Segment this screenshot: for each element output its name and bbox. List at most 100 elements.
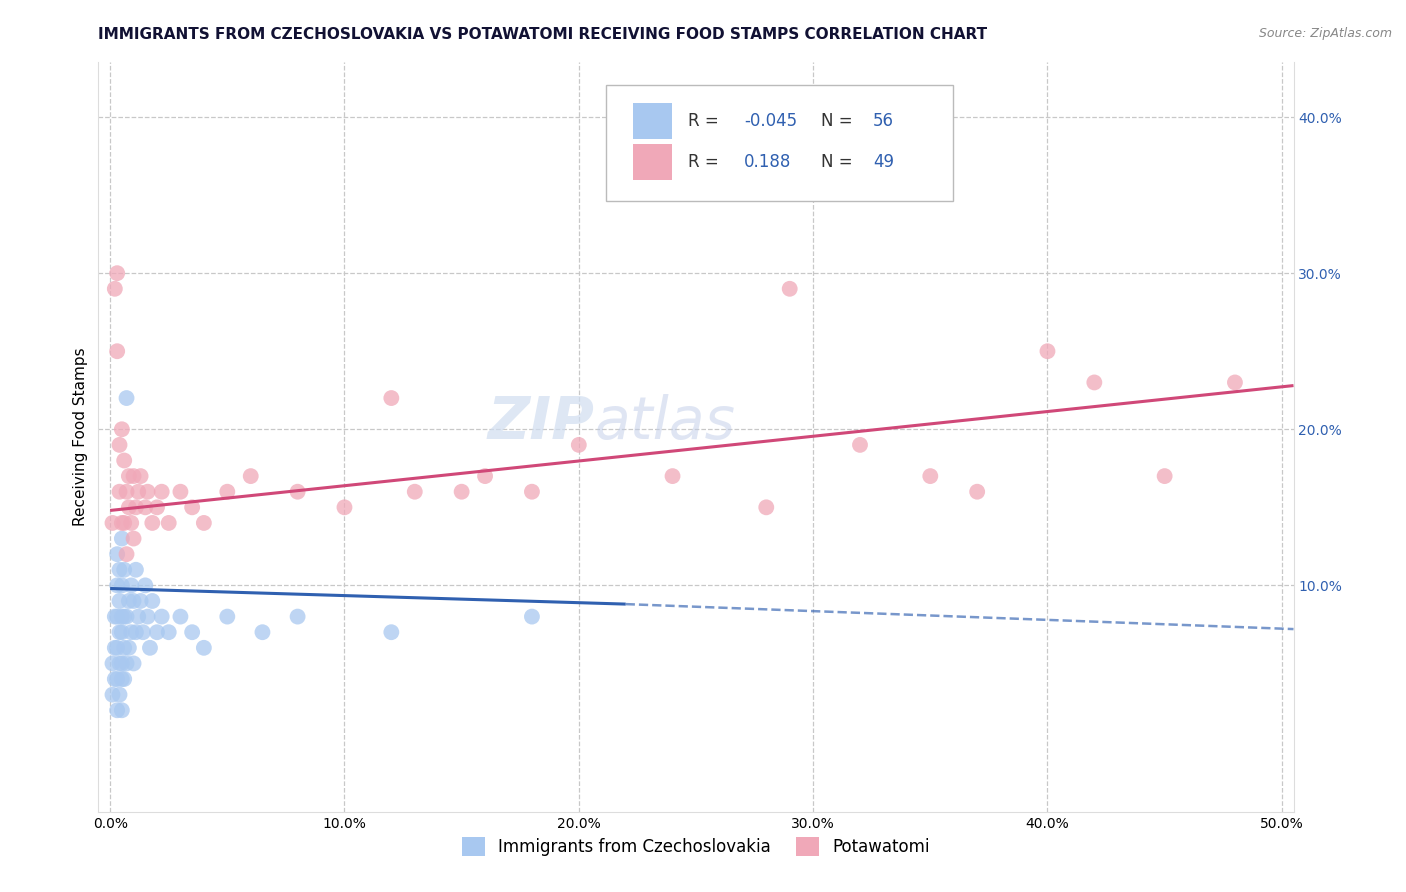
Point bbox=[115, 609, 138, 624]
Point bbox=[127, 484, 149, 499]
Point bbox=[111, 516, 134, 530]
Point bbox=[108, 657, 131, 671]
Point bbox=[108, 438, 131, 452]
Point bbox=[169, 484, 191, 499]
Text: 56: 56 bbox=[873, 112, 894, 130]
Point bbox=[104, 672, 127, 686]
Point bbox=[112, 672, 135, 686]
Point bbox=[779, 282, 801, 296]
Point bbox=[108, 625, 131, 640]
Point bbox=[129, 469, 152, 483]
Point bbox=[404, 484, 426, 499]
Point bbox=[134, 578, 156, 592]
Point bbox=[169, 609, 191, 624]
Point bbox=[333, 500, 356, 515]
Point bbox=[217, 484, 239, 499]
Point bbox=[157, 516, 180, 530]
Text: IMMIGRANTS FROM CZECHOSLOVAKIA VS POTAWATOMI RECEIVING FOOD STAMPS CORRELATION C: IMMIGRANTS FROM CZECHOSLOVAKIA VS POTAWA… bbox=[98, 27, 987, 42]
Point bbox=[568, 438, 591, 452]
Point bbox=[101, 688, 124, 702]
Point bbox=[127, 609, 149, 624]
Point bbox=[105, 344, 128, 359]
Point bbox=[1083, 376, 1105, 390]
Text: Source: ZipAtlas.com: Source: ZipAtlas.com bbox=[1258, 27, 1392, 40]
Point bbox=[108, 563, 131, 577]
Point bbox=[181, 500, 204, 515]
Point bbox=[105, 547, 128, 561]
Point bbox=[136, 484, 159, 499]
Point bbox=[134, 500, 156, 515]
Point bbox=[108, 688, 131, 702]
Point bbox=[111, 532, 134, 546]
Text: ZIP: ZIP bbox=[488, 393, 595, 450]
Text: 49: 49 bbox=[873, 153, 894, 171]
Point bbox=[474, 469, 496, 483]
Point bbox=[108, 594, 131, 608]
Point bbox=[136, 609, 159, 624]
Point bbox=[105, 609, 128, 624]
Point bbox=[132, 625, 155, 640]
Text: N =: N = bbox=[821, 153, 858, 171]
Point bbox=[122, 532, 145, 546]
Point bbox=[105, 640, 128, 655]
FancyBboxPatch shape bbox=[633, 145, 672, 180]
Point bbox=[141, 516, 163, 530]
Point bbox=[104, 282, 127, 296]
Point bbox=[115, 657, 138, 671]
Point bbox=[150, 484, 173, 499]
Point bbox=[101, 657, 124, 671]
Point bbox=[122, 594, 145, 608]
Point bbox=[101, 516, 124, 530]
Point bbox=[849, 438, 872, 452]
Point bbox=[146, 625, 169, 640]
Text: R =: R = bbox=[688, 153, 724, 171]
Point bbox=[111, 578, 134, 592]
Point bbox=[217, 609, 239, 624]
Point bbox=[520, 609, 543, 624]
Point bbox=[122, 469, 145, 483]
Point bbox=[966, 484, 988, 499]
FancyBboxPatch shape bbox=[606, 85, 953, 201]
Point bbox=[920, 469, 942, 483]
Point bbox=[105, 703, 128, 717]
Point bbox=[252, 625, 274, 640]
Point bbox=[111, 703, 134, 717]
Point bbox=[112, 516, 135, 530]
Point bbox=[104, 640, 127, 655]
Point bbox=[150, 609, 173, 624]
Point bbox=[1223, 376, 1246, 390]
Point bbox=[105, 578, 128, 592]
Point bbox=[115, 391, 138, 405]
Point bbox=[115, 547, 138, 561]
Point bbox=[118, 500, 141, 515]
Point bbox=[380, 625, 402, 640]
Point bbox=[111, 625, 134, 640]
Point bbox=[118, 469, 141, 483]
FancyBboxPatch shape bbox=[633, 103, 672, 139]
Point bbox=[125, 563, 148, 577]
Point bbox=[193, 640, 215, 655]
Point bbox=[120, 516, 142, 530]
Point bbox=[120, 578, 142, 592]
Text: atlas: atlas bbox=[595, 393, 735, 450]
Point bbox=[104, 609, 127, 624]
Y-axis label: Receiving Food Stamps: Receiving Food Stamps bbox=[73, 348, 89, 526]
Point bbox=[125, 625, 148, 640]
Point bbox=[118, 640, 141, 655]
Point bbox=[125, 500, 148, 515]
Point bbox=[380, 391, 402, 405]
Point bbox=[661, 469, 683, 483]
Point bbox=[157, 625, 180, 640]
Text: R =: R = bbox=[688, 112, 724, 130]
Point bbox=[1153, 469, 1175, 483]
Point bbox=[129, 594, 152, 608]
Point bbox=[239, 469, 262, 483]
Point bbox=[287, 484, 309, 499]
Point bbox=[105, 266, 128, 280]
Point bbox=[120, 625, 142, 640]
Text: N =: N = bbox=[821, 112, 858, 130]
Point bbox=[111, 609, 134, 624]
Point bbox=[112, 609, 135, 624]
Point bbox=[108, 484, 131, 499]
Point bbox=[112, 563, 135, 577]
